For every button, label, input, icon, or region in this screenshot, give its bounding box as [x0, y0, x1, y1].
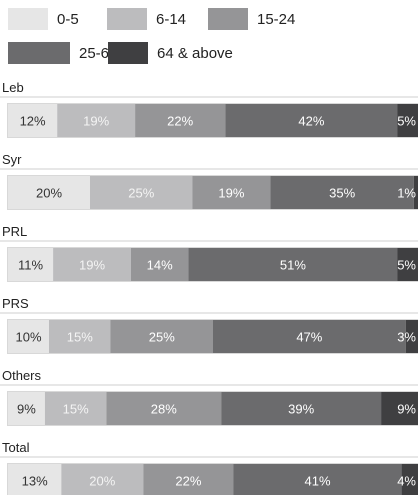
group-label-others: Others [2, 368, 42, 383]
group-others: Others 9% 15% 28% 39% 9% [0, 368, 418, 426]
legend-swatch-0-5 [8, 8, 48, 30]
group-label-leb: Leb [2, 80, 24, 95]
legend-label-0-5: 0-5 [57, 11, 79, 28]
chart-groups: Leb 12% 19% 22% 42% 5% Syr 20% 25% 19% 35% 1% PRL 11%… [0, 80, 418, 495]
data-label-prs-64-and-above: 3% [397, 330, 416, 345]
legend-swatch-64-and-above [108, 42, 148, 64]
data-label-others-15-24: 28% [151, 402, 177, 417]
group-label-prl: PRL [2, 224, 27, 239]
data-label-prl-0-5: 11% [18, 258, 43, 273]
data-label-others-6-14: 15% [63, 402, 89, 417]
data-label-leb-64-and-above: 5% [397, 114, 416, 129]
data-label-prs-15-24: 25% [149, 330, 175, 345]
data-label-leb-6-14: 19% [83, 114, 109, 129]
data-label-others-25-63: 39% [288, 402, 314, 417]
data-label-syr-64-and-above: 1% [397, 186, 416, 201]
legend-label-15-24: 15-24 [257, 11, 295, 28]
data-label-total-0-5: 13% [22, 474, 48, 489]
data-label-syr-25-63: 35% [329, 186, 355, 201]
data-label-prs-6-14: 15% [67, 330, 93, 345]
data-label-prs-0-5: 10% [15, 330, 41, 345]
data-label-syr-15-24: 19% [218, 186, 244, 201]
legend-label-64-and-above: 64 & above [157, 45, 233, 62]
group-label-total: Total [2, 440, 30, 455]
data-label-leb-25-63: 42% [298, 114, 324, 129]
legend-label-6-14: 6-14 [156, 11, 186, 28]
legend-swatch-6-14 [107, 8, 147, 30]
group-prl: PRL 11% 19% 14% 51% 5% [0, 224, 418, 282]
data-label-syr-0-5: 20% [36, 186, 62, 201]
data-label-syr-6-14: 25% [128, 186, 154, 201]
data-label-prs-25-63: 47% [296, 330, 322, 345]
data-label-prl-6-14: 19% [79, 258, 105, 273]
data-label-total-25-63: 41% [305, 474, 331, 489]
legend-swatch-15-24 [208, 8, 248, 30]
group-prs: PRS 10% 15% 25% 47% 3% [0, 296, 418, 354]
data-label-others-64-and-above: 9% [397, 402, 416, 417]
data-label-leb-0-5: 12% [20, 114, 46, 129]
data-label-total-6-14: 20% [89, 474, 115, 489]
data-label-total-64-and-above: 4% [397, 474, 416, 489]
group-total: Total 13% 20% 22% 41% 4% [0, 440, 418, 495]
data-label-prl-64-and-above: 5% [397, 258, 416, 273]
data-label-prl-15-24: 14% [147, 258, 173, 273]
group-leb: Leb 12% 19% 22% 42% 5% [0, 80, 418, 138]
data-label-leb-15-24: 22% [167, 114, 193, 129]
legend-swatch-25-63 [8, 42, 70, 64]
data-label-total-15-24: 22% [175, 474, 201, 489]
data-label-prl-25-63: 51% [280, 258, 306, 273]
group-label-prs: PRS [2, 296, 29, 311]
group-syr: Syr 20% 25% 19% 35% 1% [0, 152, 418, 210]
group-label-syr: Syr [2, 152, 22, 167]
data-label-others-0-5: 9% [17, 402, 36, 417]
